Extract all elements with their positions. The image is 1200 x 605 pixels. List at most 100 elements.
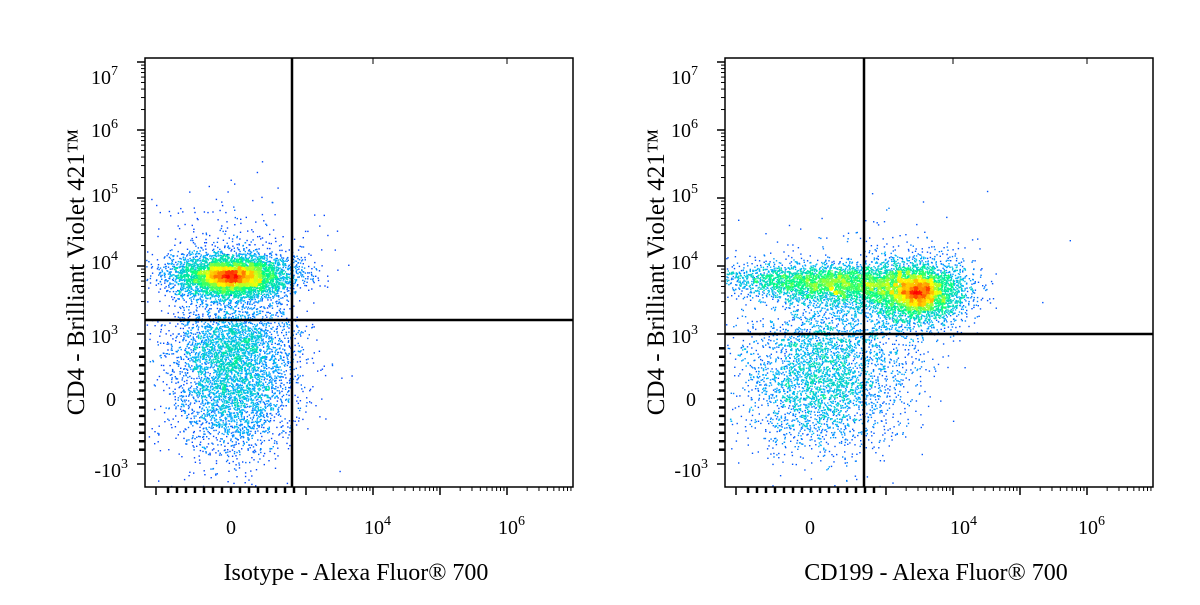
event-dot [206, 258, 209, 260]
event-dot [195, 252, 198, 255]
event-dot [301, 259, 304, 261]
event-dot [205, 257, 207, 259]
event-dot [211, 256, 213, 258]
event-dot [192, 265, 195, 267]
event-dot [159, 288, 162, 290]
event-dot [197, 265, 199, 268]
event-dot [269, 276, 271, 278]
event-dot [159, 300, 161, 303]
event-dot [263, 287, 265, 290]
event-dot [242, 257, 245, 259]
event-dot [255, 286, 257, 289]
event-dot [308, 253, 310, 255]
event-dot [273, 294, 276, 296]
event-dot [274, 272, 276, 274]
event-dot [178, 272, 180, 274]
event-dot [244, 257, 247, 259]
event-dot [286, 277, 288, 279]
event-dot [216, 266, 219, 269]
event-dot [275, 293, 277, 295]
event-dot [324, 285, 326, 287]
event-dot [273, 292, 276, 294]
event-dot [277, 290, 279, 292]
event-dot [223, 288, 225, 291]
event-dot [256, 286, 259, 288]
event-dot [157, 283, 160, 285]
event-dot [239, 300, 242, 302]
event-dot [288, 264, 290, 266]
event-dot [213, 254, 215, 257]
event-dot [274, 258, 276, 260]
event-dot [185, 279, 187, 281]
event-dot [250, 295, 252, 297]
event-dot [244, 286, 246, 288]
event-dot [289, 287, 291, 289]
event-dot [244, 291, 246, 294]
event-dot [203, 295, 206, 297]
event-dot [235, 264, 237, 266]
event-dot [184, 269, 186, 272]
event-dot [239, 299, 241, 301]
event-dot [287, 273, 289, 275]
event-dot [187, 274, 189, 276]
event-dot [272, 280, 274, 282]
event-dot [200, 283, 203, 285]
event-dot [158, 291, 160, 293]
event-dot [262, 294, 264, 297]
event-dot [151, 253, 154, 256]
event-dot [292, 276, 295, 278]
event-dot [244, 307, 246, 309]
event-dot [198, 305, 201, 308]
event-dot [214, 260, 216, 262]
event-dot [261, 280, 263, 282]
event-dot [171, 268, 174, 270]
event-dot [168, 284, 170, 287]
event-dot [168, 286, 170, 288]
event-dot [268, 267, 270, 270]
event-dot [181, 273, 184, 275]
event-dot [231, 288, 233, 290]
event-dot [173, 263, 175, 266]
event-dot [240, 257, 243, 259]
event-dot [179, 289, 182, 291]
event-dot [248, 270, 251, 272]
event-dot [196, 283, 199, 285]
event-dot [303, 282, 305, 284]
event-dot [207, 259, 209, 261]
event-dot [193, 284, 195, 286]
event-dot [233, 297, 236, 299]
event-dot [278, 273, 281, 275]
event-dot [216, 292, 218, 294]
event-dot [265, 291, 267, 293]
event-dot [174, 305, 176, 307]
event-dot [275, 253, 277, 256]
event-dot [273, 278, 275, 281]
event-dot [245, 262, 247, 264]
event-dot [272, 262, 274, 264]
event-dot [200, 268, 202, 270]
event-dot [250, 259, 252, 261]
event-dot [169, 249, 171, 252]
event-dot [218, 295, 220, 297]
event-dot [197, 272, 199, 274]
event-dot [276, 282, 278, 284]
event-dot [219, 254, 222, 256]
event-dot [185, 286, 188, 288]
event-dot [227, 253, 229, 256]
event-dot [253, 295, 255, 297]
event-dot [260, 257, 262, 259]
event-dot [286, 268, 289, 270]
event-dot [198, 274, 200, 276]
event-dot [178, 293, 180, 295]
event-dot [265, 295, 267, 297]
event-dot [270, 266, 272, 269]
event-dot [183, 283, 185, 286]
event-dot [185, 275, 187, 277]
event-dot [199, 260, 201, 262]
event-dot [268, 261, 270, 263]
event-dot [300, 260, 303, 262]
event-dot [184, 257, 187, 259]
event-dot [217, 298, 220, 301]
event-dot [210, 301, 212, 303]
event-dot [278, 282, 280, 284]
